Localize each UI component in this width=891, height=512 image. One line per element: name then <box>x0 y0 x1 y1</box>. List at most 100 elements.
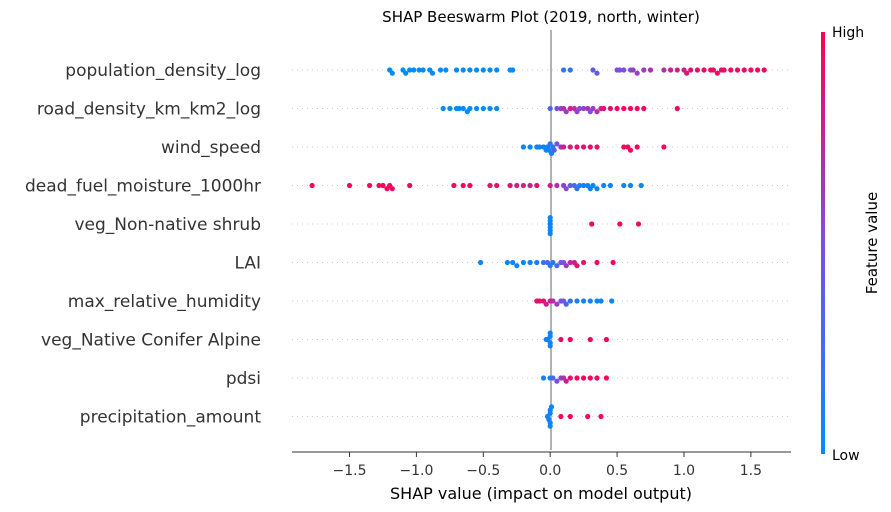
shap-point <box>741 67 747 73</box>
shap-point <box>563 301 569 307</box>
shap-point <box>594 186 600 192</box>
shap-point <box>587 144 593 150</box>
shap-point <box>563 378 569 384</box>
shap-point <box>634 144 640 150</box>
feature-label: veg_Non-native shrub <box>74 215 261 235</box>
feature-label: LAI <box>234 254 261 274</box>
shap-point <box>581 375 587 381</box>
colorbar-high-label: High <box>832 25 864 41</box>
shap-point <box>467 67 473 73</box>
shap-point <box>554 182 560 189</box>
shap-point <box>510 67 516 73</box>
shap-point <box>567 144 573 150</box>
shap-point <box>761 67 767 73</box>
feature-label: dead_fuel_moisture_1000hr <box>25 177 261 197</box>
feature-label: precipitation_amount <box>80 408 262 428</box>
shap-point <box>627 182 634 189</box>
shap-point <box>563 109 569 115</box>
shap-point <box>590 105 596 112</box>
feature-label: veg_Native Conifer Alpine <box>41 331 261 351</box>
shap-point <box>474 105 480 112</box>
shap-point <box>621 105 627 112</box>
shap-point <box>594 298 600 304</box>
shap-point <box>563 186 569 192</box>
colorbar <box>821 32 825 454</box>
shap-point <box>603 375 610 381</box>
shap-point <box>581 259 587 266</box>
shap-point <box>520 144 527 150</box>
shap-point <box>755 67 761 73</box>
shap-point <box>567 413 573 420</box>
shap-point <box>603 336 610 343</box>
shap-point <box>567 259 573 266</box>
shap-point <box>478 259 484 266</box>
x-tick-label: −1.0 <box>399 463 433 479</box>
shap-point <box>634 105 640 112</box>
shap-point <box>451 182 457 189</box>
shap-point <box>467 105 473 112</box>
shap-point <box>376 182 382 189</box>
feature-guides <box>292 69 791 417</box>
shap-point <box>634 70 640 76</box>
shap-point <box>587 375 593 381</box>
shap-point <box>453 67 460 73</box>
shap-point <box>627 105 634 112</box>
shap-point <box>614 105 620 112</box>
feature-label: max_relative_humidity <box>68 292 261 312</box>
shap-point <box>543 301 549 307</box>
shap-point <box>540 259 547 266</box>
shap-point <box>581 182 587 189</box>
shap-point <box>694 67 701 73</box>
shap-point <box>601 182 607 189</box>
shap-point <box>641 105 647 112</box>
shap-point <box>547 215 553 221</box>
chart-title: SHAP Beeswarm Plot (2019, north, winter) <box>382 8 700 26</box>
shap-point <box>581 144 587 150</box>
shap-point <box>638 182 644 189</box>
shap-point <box>440 105 446 112</box>
feature-label: population_density_log <box>65 61 261 81</box>
shap-point <box>574 298 580 304</box>
shap-point <box>630 67 636 73</box>
shap-point <box>416 67 422 73</box>
shap-point <box>407 67 413 73</box>
shap-point <box>684 70 690 76</box>
shap-point <box>567 67 573 73</box>
shap-point <box>554 301 560 307</box>
shap-point <box>534 259 540 266</box>
shap-point <box>567 105 573 112</box>
shap-point <box>460 182 466 189</box>
shap-point <box>598 298 604 304</box>
shap-point <box>547 182 553 189</box>
shap-point <box>487 182 493 189</box>
feature-label: road_density_km_km2_log <box>37 100 261 120</box>
shap-point <box>527 182 533 189</box>
shap-point <box>550 375 556 381</box>
shap-point <box>551 147 557 153</box>
shap-point <box>527 259 533 266</box>
shap-point <box>585 413 591 420</box>
shap-point <box>674 67 680 73</box>
shap-point <box>567 182 573 189</box>
shap-point <box>480 67 486 73</box>
shap-point <box>346 182 353 189</box>
shap-point <box>520 259 527 266</box>
shap-point <box>547 330 553 336</box>
shap-point <box>480 105 486 112</box>
shap-point <box>617 221 623 227</box>
shap-point <box>610 259 616 266</box>
shap-point <box>447 105 453 112</box>
data-points <box>309 67 767 429</box>
shap-point <box>550 259 556 266</box>
shap-point <box>574 375 580 381</box>
shap-point <box>547 343 553 349</box>
shap-point <box>561 67 567 73</box>
shap-point <box>734 67 741 73</box>
shap-point <box>617 67 623 73</box>
shap-point <box>380 182 386 189</box>
shap-point <box>674 105 680 112</box>
shap-point <box>714 70 721 76</box>
shap-point <box>504 259 510 266</box>
shap-point <box>534 182 540 189</box>
